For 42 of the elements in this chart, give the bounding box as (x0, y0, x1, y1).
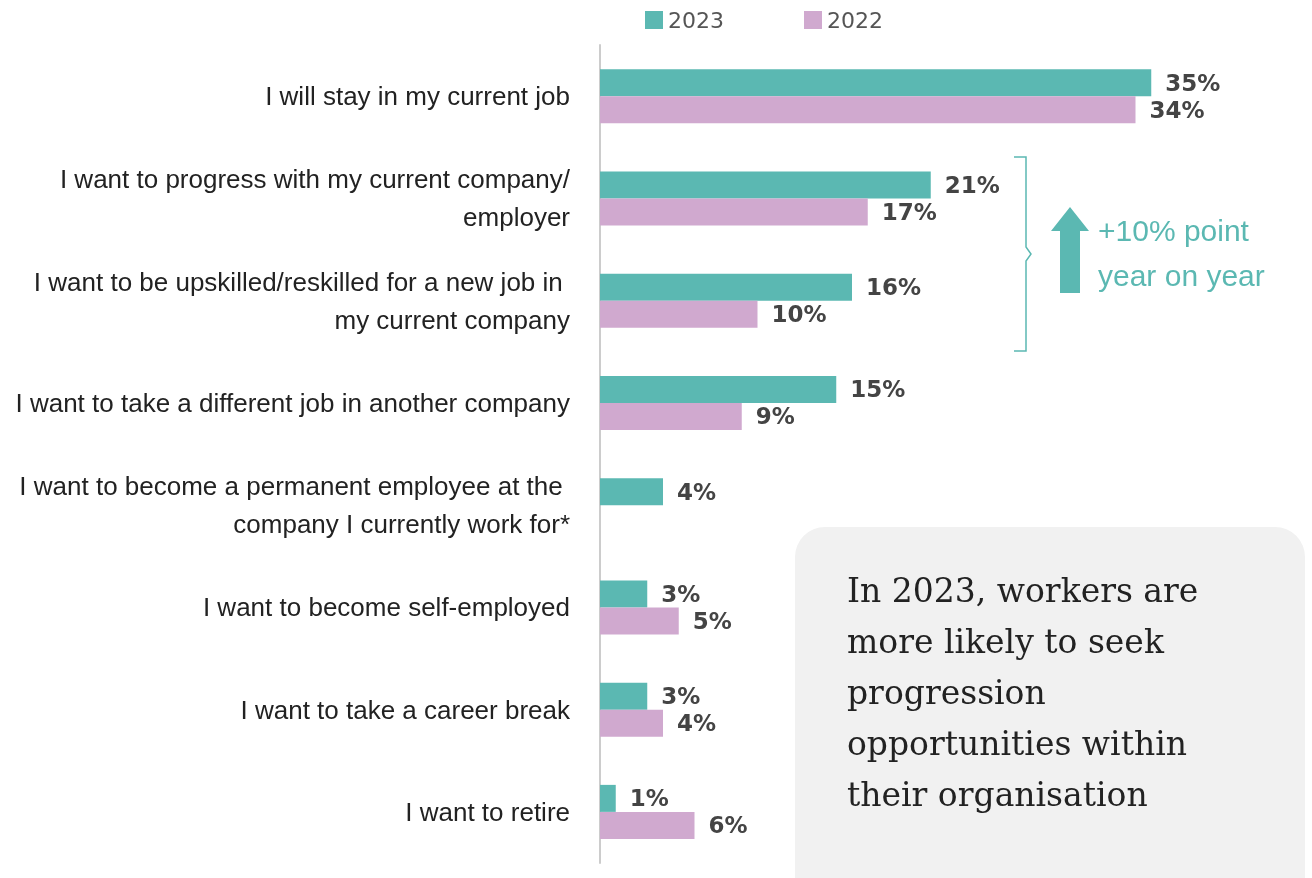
bar (600, 682, 648, 710)
y-tick-label: I want to take a career break (240, 694, 571, 725)
y-tick-label: I want to progress with my current company/employer (59, 164, 571, 233)
bar (600, 402, 742, 430)
data-label: 34% (1149, 96, 1205, 123)
y-tick-label: I want to take a different job in another company (15, 387, 570, 418)
bar (600, 607, 679, 635)
bar (600, 784, 616, 812)
y-tick-label: I want to become a permanent employee at the company I currently work for* (19, 471, 570, 540)
data-label: 3% (661, 683, 701, 710)
annotation: +10% point year on year (1098, 213, 1266, 294)
data-label: 5% (692, 607, 732, 634)
y-tick-label: I will stay in my current job (265, 81, 570, 112)
bar (600, 580, 648, 608)
bar (600, 273, 852, 301)
legend-label: 2023 (668, 7, 724, 33)
annotation: In 2023, workers are more likely to seek progression opportunities within their organisation (847, 570, 1200, 816)
data-label: 15% (850, 376, 906, 403)
bar (600, 69, 1152, 97)
data-label: 17% (881, 198, 937, 225)
bar (600, 171, 931, 199)
data-label: 35% (1165, 69, 1221, 96)
y-tick-label: I want to be upskilled/reskilled for a new job in my current company (33, 266, 570, 335)
y-tick-label: I want to retire (405, 796, 570, 827)
bar (600, 96, 1136, 124)
data-label: 10% (771, 301, 827, 328)
data-label: 6% (708, 812, 748, 839)
data-label: 3% (661, 580, 701, 607)
data-label: 4% (677, 478, 717, 505)
data-label: 1% (629, 785, 669, 812)
bar (600, 198, 868, 226)
data-label: 21% (944, 171, 1000, 198)
bar (600, 811, 695, 839)
data-label: 16% (866, 274, 922, 301)
bar (600, 478, 663, 506)
data-label: 9% (755, 403, 795, 430)
y-tick-label: I want to become self-employed (202, 592, 570, 623)
data-label: 4% (677, 710, 717, 737)
bar (600, 375, 837, 403)
bar (600, 300, 758, 328)
bar (600, 709, 663, 737)
legend-label: 2022 (826, 7, 883, 33)
